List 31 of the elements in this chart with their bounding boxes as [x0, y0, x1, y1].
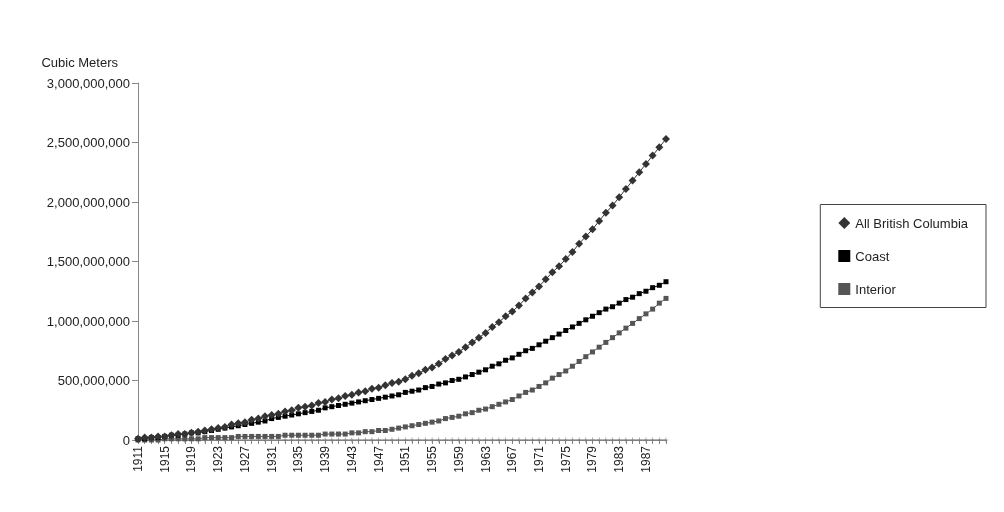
x-tick-label: 1971	[532, 445, 547, 473]
y-tick-label: 2,500,000,000	[46, 135, 130, 150]
x-tick-label: 1919	[184, 445, 199, 473]
x-tick-label: 1951	[398, 445, 413, 473]
x-tick-label: 1987	[638, 445, 653, 473]
x-tick-label: 1943	[344, 445, 359, 473]
y-axis-title: Cubic Meters	[41, 55, 119, 70]
y-tick-label: 500,000,000	[57, 373, 130, 388]
x-tick-label: 1979	[585, 445, 600, 473]
x-tick-label: 1927	[237, 445, 252, 473]
y-tick-label: 1,500,000,000	[46, 254, 130, 269]
y-tick-label: 0	[122, 432, 130, 448]
y-tick-label: 2,000,000,000	[46, 194, 130, 210]
x-tick-label: 1931	[264, 445, 279, 473]
x-tick-label: 1963	[478, 445, 493, 473]
y-tick-label: 3,000,000,000	[46, 75, 130, 91]
x-tick-label: 1959	[451, 445, 466, 473]
y-tick-label: 1,000,000,000	[46, 313, 130, 329]
x-tick-label: 1939	[318, 445, 333, 473]
x-tick-label: 1923	[211, 445, 226, 473]
legend-label: Coast	[855, 248, 890, 264]
legend-label: Interior	[855, 281, 897, 297]
x-tick-label: 1955	[425, 445, 440, 473]
x-tick-label: 1983	[612, 445, 627, 473]
x-tick-label: 1947	[371, 445, 386, 473]
x-tick-label: 1967	[505, 445, 520, 473]
x-tick-label: 1935	[291, 445, 306, 473]
x-tick-label: 1915	[157, 445, 172, 473]
x-tick-label: 1911	[131, 445, 145, 472]
x-tick-label: 1975	[558, 445, 573, 473]
legend-label: All British Columbia	[855, 215, 969, 231]
